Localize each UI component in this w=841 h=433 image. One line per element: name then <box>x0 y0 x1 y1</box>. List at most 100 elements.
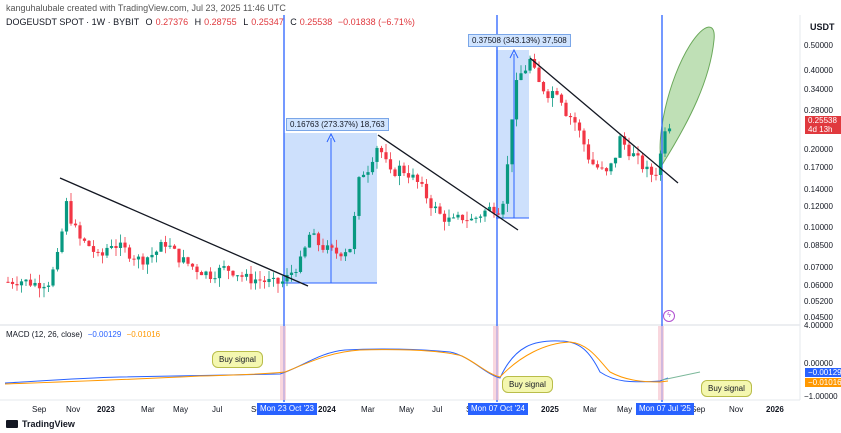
time-tick-label: 2023 <box>97 405 115 414</box>
measure-label-2: 0.37508 (343.13%) 37,508 <box>468 34 571 47</box>
candle-body <box>402 165 406 174</box>
candle-body <box>631 153 636 157</box>
candle-body <box>640 155 645 170</box>
candle-body <box>370 161 375 173</box>
buy-callout-line-3 <box>661 371 701 381</box>
candle-body <box>33 282 37 286</box>
macd-axis-bottom: −1.00000 <box>804 392 838 401</box>
candle-body <box>177 248 181 263</box>
candle-body <box>393 169 397 177</box>
candle-body <box>37 282 42 289</box>
candle-body <box>573 117 577 123</box>
price-tick-label: 0.40000 <box>804 66 833 76</box>
candle-body <box>600 167 604 169</box>
candle-body <box>510 119 514 165</box>
candle-body <box>537 67 541 83</box>
candle-body <box>127 247 132 259</box>
time-tick-label: 2024 <box>318 405 336 414</box>
candle-body <box>618 136 622 158</box>
measure-label-1: 0.16763 (273.37%) 18,763 <box>286 118 389 131</box>
alert-icon[interactable]: ϟ <box>663 310 675 322</box>
time-tick-label: May <box>173 405 189 414</box>
current-price: 0.25538 <box>808 116 837 125</box>
macd-axis-zero: 0.00000 <box>804 359 833 368</box>
candle-body <box>325 245 330 250</box>
candle-body <box>492 206 496 214</box>
price-tick-label: 0.05200 <box>804 296 833 306</box>
candle-body <box>46 285 51 287</box>
chart-credit: kanguhalubale created with TradingView.c… <box>6 3 286 13</box>
candle-body <box>136 256 141 260</box>
candle-body <box>249 273 253 284</box>
candle-body <box>42 286 46 289</box>
buy-signal-callout-1: Buy signal <box>212 351 263 368</box>
candle-body <box>384 152 388 160</box>
candle-body <box>204 271 208 276</box>
candle-body <box>55 251 60 270</box>
candle-body <box>253 279 258 284</box>
candle-body <box>456 214 460 218</box>
candle-body <box>438 206 442 214</box>
candle-body <box>330 245 334 248</box>
candle-body <box>51 269 55 286</box>
time-tick-label: 2025 <box>541 405 559 414</box>
measure-arrowhead-2 <box>509 48 519 59</box>
date-label-2: Mon 07 Oct '24 <box>468 403 528 415</box>
candle-body <box>406 173 411 178</box>
candle-body <box>168 245 172 247</box>
candle-body <box>379 147 384 153</box>
candle-body <box>109 246 114 248</box>
candle-body <box>186 257 190 264</box>
trendline-1 <box>59 177 309 287</box>
brand-label: TradingView <box>22 419 75 429</box>
candle-body <box>501 203 505 215</box>
candle-body <box>114 246 118 248</box>
candle-body <box>361 174 366 178</box>
candle-body <box>411 174 415 178</box>
candle-body <box>604 168 609 172</box>
time-tick-label: Nov <box>729 405 744 414</box>
price-tick-label: 0.12000 <box>804 202 833 212</box>
candle-body <box>609 163 613 172</box>
candle-body <box>352 215 357 250</box>
candle-body <box>91 246 96 252</box>
candle-body <box>150 254 154 258</box>
close-key: C <box>290 17 297 27</box>
candle-body <box>118 242 123 248</box>
time-tick-label: Mar <box>141 405 155 414</box>
candle-body <box>496 213 501 215</box>
candle-body <box>78 225 82 239</box>
candle-body <box>100 252 105 256</box>
candle-body <box>541 82 546 92</box>
date-label-1: Mon 23 Oct '23 <box>257 403 317 415</box>
candle-body <box>487 206 492 211</box>
measure-arrowhead-1 <box>326 132 336 143</box>
candle-body <box>312 233 316 235</box>
low-value: 0.25347 <box>251 17 284 27</box>
price-tick-label: 0.07000 <box>804 263 833 273</box>
candle-body <box>258 279 262 281</box>
candle-body <box>649 166 654 175</box>
candle-body <box>271 277 276 279</box>
time-tick-label: 2026 <box>766 405 784 414</box>
candle-body <box>213 278 217 280</box>
candle-series <box>6 53 672 298</box>
candle-body <box>636 153 640 156</box>
time-tick-label: May <box>617 405 633 414</box>
candle-body <box>10 281 15 285</box>
candle-body <box>559 94 564 103</box>
candle-body <box>622 136 627 145</box>
candle-body <box>663 131 667 154</box>
candle-body <box>96 251 100 253</box>
high-value: 0.28755 <box>204 17 237 27</box>
macd-legend-value: −0.00129 <box>87 330 122 339</box>
candle-body <box>145 257 150 265</box>
candle-body <box>357 177 361 216</box>
symbol-label: DOGEUSDT SPOT · 1W · BYBIT <box>6 17 140 27</box>
price-tick-label: 0.08500 <box>804 241 833 251</box>
candle-body <box>514 80 519 120</box>
candle-body <box>82 238 87 241</box>
signal-highlight-3 <box>658 326 664 400</box>
date-label-3: Mon 07 Jul '25 <box>636 403 694 415</box>
